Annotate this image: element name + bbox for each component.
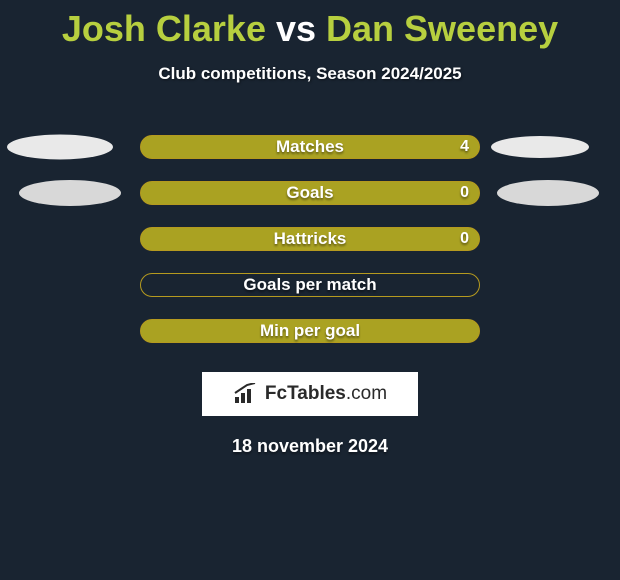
stat-value: 4 bbox=[460, 138, 469, 156]
stat-row: Min per goal bbox=[0, 308, 620, 354]
stat-value: 0 bbox=[460, 230, 469, 248]
brand-chart-icon bbox=[233, 383, 259, 405]
stat-bar: Goals 0 bbox=[140, 181, 480, 205]
stat-bar: Min per goal bbox=[140, 319, 480, 343]
brand-text: FcTables.com bbox=[265, 383, 387, 405]
title-part: vs bbox=[266, 8, 326, 49]
stat-bar: Matches 4 bbox=[140, 135, 480, 159]
stat-bar: Hattricks 0 bbox=[140, 227, 480, 251]
stats-area: Matches 4 Goals 0 Hattricks 0 Goals per match M… bbox=[0, 124, 620, 354]
stat-row: Goals per match bbox=[0, 262, 620, 308]
right-ellipse bbox=[491, 136, 589, 158]
left-ellipse bbox=[7, 135, 113, 160]
brand-badge: FcTables.com bbox=[202, 372, 418, 416]
stat-label: Matches bbox=[276, 137, 344, 157]
brand-text-regular: .com bbox=[346, 383, 387, 404]
brand-text-bold: FcTables bbox=[265, 383, 346, 404]
stat-value: 0 bbox=[460, 184, 469, 202]
subtitle: Club competitions, Season 2024/2025 bbox=[0, 64, 620, 84]
stat-row: Hattricks 0 bbox=[0, 216, 620, 262]
stat-label: Goals bbox=[286, 183, 333, 203]
page-title: Josh Clarke vs Dan Sweeney bbox=[0, 0, 620, 50]
right-ellipse bbox=[497, 180, 599, 206]
stat-row: Goals 0 bbox=[0, 170, 620, 216]
stat-label: Goals per match bbox=[243, 275, 376, 295]
left-ellipse bbox=[19, 180, 121, 206]
stat-bar: Goals per match bbox=[140, 273, 480, 297]
date-line: 18 november 2024 bbox=[0, 436, 620, 457]
stat-label: Hattricks bbox=[274, 229, 347, 249]
stat-row: Matches 4 bbox=[0, 124, 620, 170]
title-part: Josh Clarke bbox=[62, 8, 266, 49]
stat-label: Min per goal bbox=[260, 321, 360, 341]
title-part: Dan Sweeney bbox=[326, 8, 558, 49]
